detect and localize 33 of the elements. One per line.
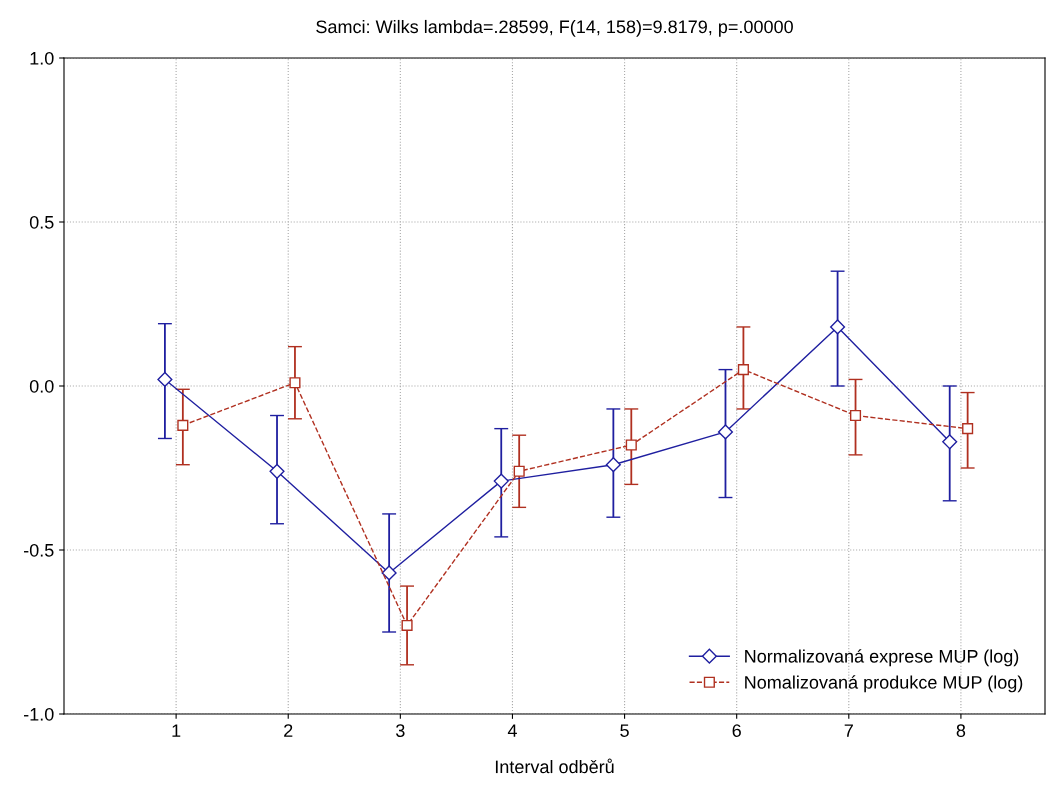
y-tick-label: -1.0 [23, 707, 54, 721]
y-tick-label: 0.0 [29, 379, 54, 393]
point [401, 619, 413, 631]
x-tick-label: 1 [172, 724, 181, 737]
x-tick-label: 3 [396, 724, 405, 737]
point [942, 434, 958, 450]
point [513, 465, 525, 477]
point [625, 439, 637, 451]
point [177, 419, 189, 431]
x-tick-label: 2 [284, 724, 293, 737]
point [493, 473, 509, 489]
x-tick-label: 5 [620, 724, 629, 737]
chart-title: Samci: Wilks lambda=.28599, F(14, 158)=9.8179, p=.00000 [316, 19, 793, 37]
point [157, 371, 173, 388]
point [605, 457, 621, 473]
y-tick-label: 1.0 [30, 51, 54, 65]
point [962, 423, 974, 435]
point [381, 565, 397, 581]
x-tick-label: 7 [844, 724, 853, 737]
x-tick-label: 8 [956, 724, 966, 737]
y-tick-label: 0.5 [29, 215, 54, 229]
point [737, 364, 749, 376]
point [269, 463, 285, 479]
legend-label: Normalizovaná exprese MUP (log) [745, 649, 1019, 667]
x-tick-label: 4 [507, 724, 517, 737]
y-tick-label: -0.5 [23, 543, 54, 557]
point [717, 424, 734, 440]
legend-label: Nomalizovaná produkce MUP (log) [745, 675, 1023, 693]
point [289, 377, 301, 389]
point [830, 319, 846, 335]
x-tick-label: 6 [732, 724, 741, 737]
x-axis-title: Interval odběrů [495, 758, 614, 774]
point [849, 409, 862, 422]
